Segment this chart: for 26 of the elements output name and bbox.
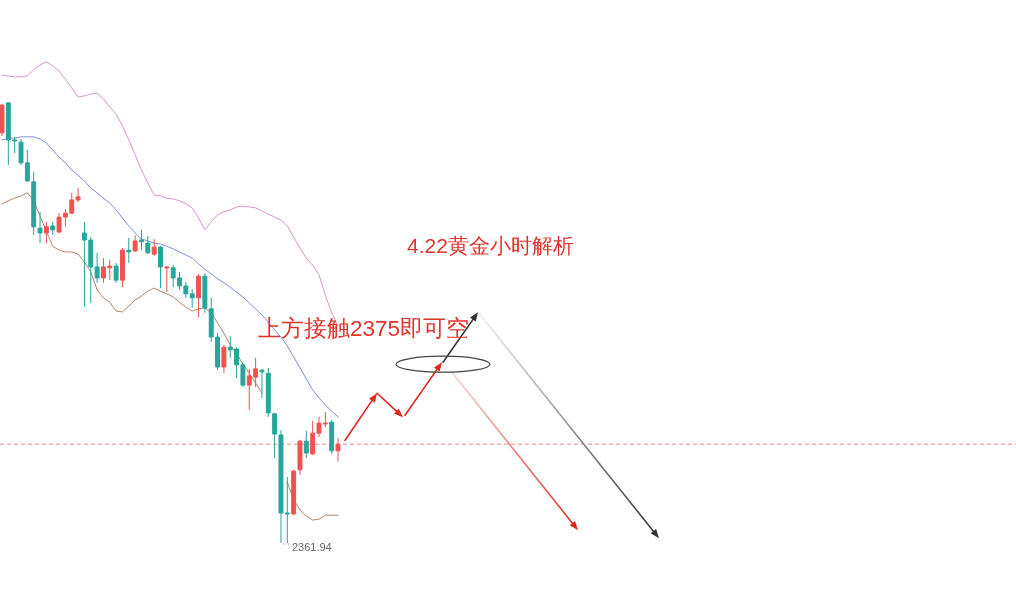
candlestick — [37, 211, 43, 244]
candlestick — [158, 245, 163, 289]
candlestick — [164, 265, 170, 293]
candlestick — [221, 344, 227, 374]
candlestick — [259, 368, 265, 399]
candlestick — [196, 273, 202, 318]
candlestick — [119, 247, 125, 288]
candlestick — [335, 437, 341, 463]
candlestick — [145, 235, 151, 255]
text: 4.22黄金小时解析 — [407, 234, 574, 257]
candlestick — [202, 272, 208, 314]
candlestick — [189, 288, 195, 309]
candlestick — [151, 238, 157, 257]
candlestick — [0, 103, 5, 137]
candlestick — [303, 430, 309, 459]
candlestick — [329, 419, 335, 455]
candlestick — [132, 234, 138, 253]
candlestick — [50, 221, 56, 236]
candlestick — [43, 221, 49, 244]
annotation: 上方接触2375即可空 — [258, 316, 470, 341]
candlestick — [139, 229, 144, 251]
annotation: 2361.94 — [291, 541, 332, 553]
candlestick — [113, 262, 119, 284]
candlestick — [291, 469, 297, 516]
candlestick — [297, 439, 303, 476]
candlestick — [126, 237, 132, 264]
